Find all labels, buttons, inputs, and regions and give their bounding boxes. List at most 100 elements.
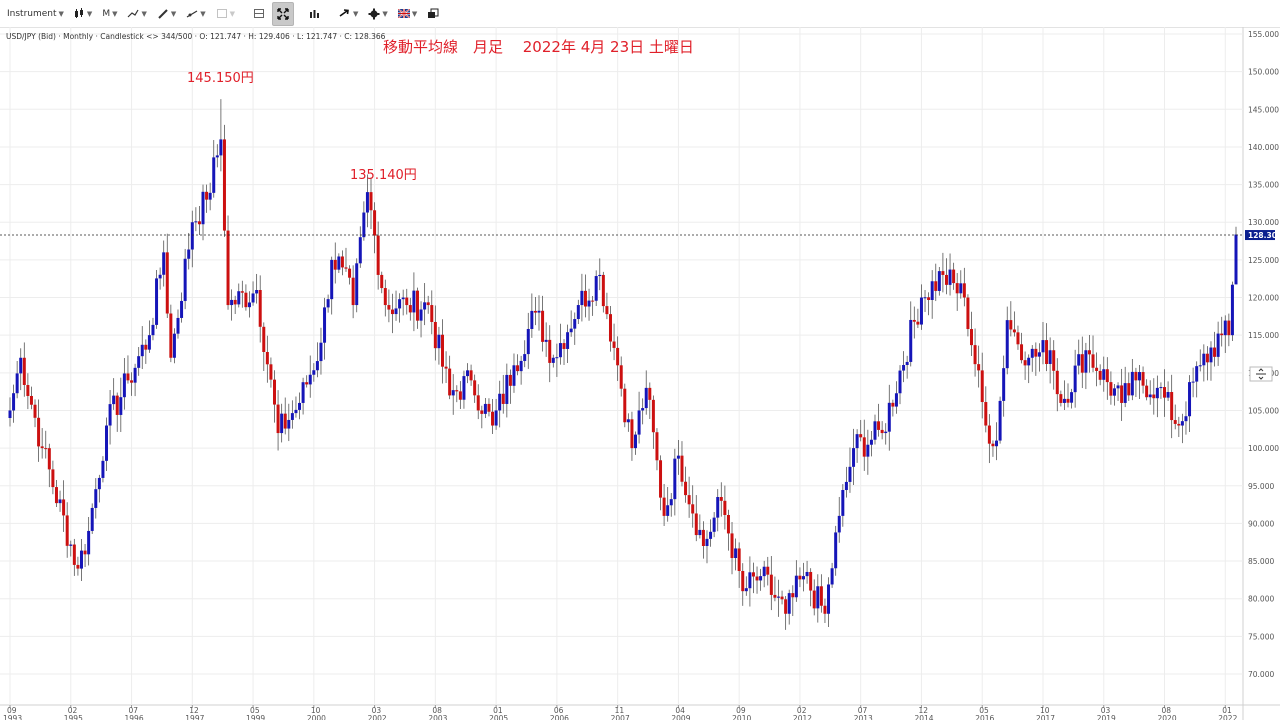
candle-body — [573, 319, 577, 329]
candle-body — [619, 365, 623, 389]
candle-body — [755, 576, 759, 581]
candle — [1223, 315, 1227, 353]
candle — [984, 386, 988, 433]
candle — [644, 370, 648, 415]
candle — [62, 480, 66, 532]
candle — [794, 560, 798, 602]
candle-body — [655, 432, 659, 461]
candle — [898, 365, 902, 405]
candle — [1188, 375, 1192, 433]
trade-button[interactable]: ▼ — [336, 3, 361, 25]
indicator-button[interactable]: ▼ — [124, 3, 149, 25]
candle — [948, 253, 952, 296]
candle-body — [852, 448, 856, 467]
candle-body — [176, 317, 180, 334]
x-tick-year: 2010 — [732, 714, 751, 720]
candle-body — [987, 425, 991, 444]
tools-button[interactable]: ▼ — [183, 3, 208, 25]
candle-body — [47, 448, 51, 470]
layout-button[interactable] — [250, 3, 268, 25]
candle-body — [119, 397, 123, 415]
bars-icon — [310, 10, 320, 18]
candle-body — [187, 249, 191, 259]
candle-body — [172, 333, 176, 358]
candle-body — [709, 531, 713, 539]
candle-body — [626, 419, 630, 423]
settings-button[interactable]: ▼ — [365, 3, 390, 25]
candle — [380, 271, 384, 294]
chart-type-button[interactable]: ▼ — [71, 3, 95, 25]
candle-body — [551, 357, 555, 363]
layout-icon — [254, 9, 265, 18]
candle — [866, 429, 870, 475]
candle — [859, 419, 863, 442]
info-close: C: 128.366 — [344, 32, 385, 41]
candle-body — [51, 469, 55, 488]
candle-body — [408, 305, 412, 313]
candle — [315, 342, 319, 378]
candle — [694, 495, 698, 542]
candle-body — [212, 157, 216, 193]
candle-body — [169, 313, 173, 358]
candle-body — [440, 334, 444, 367]
candle — [626, 413, 630, 432]
line-tool-icon — [128, 9, 139, 18]
box-button[interactable]: ▼ — [213, 3, 238, 25]
candle — [65, 502, 69, 558]
price-axis-handle[interactable] — [1249, 366, 1273, 382]
candle — [440, 319, 444, 384]
draw-button[interactable]: ▼ — [154, 3, 179, 25]
rectangle-icon — [216, 9, 227, 18]
candle-body — [40, 446, 44, 449]
candle-body — [1016, 332, 1020, 345]
candle-body — [1066, 398, 1070, 403]
candle — [616, 336, 620, 381]
candle-body — [473, 380, 477, 396]
candle-body — [1045, 340, 1049, 364]
candle — [676, 439, 680, 475]
candle — [1163, 369, 1167, 417]
instrument-dropdown[interactable]: Instrument ▼ — [4, 3, 67, 25]
candle — [469, 364, 473, 386]
candle — [912, 306, 916, 339]
candle-body — [301, 382, 305, 403]
candle-body — [62, 499, 66, 516]
candle-body — [848, 466, 852, 482]
period-dropdown[interactable]: M ▼ — [99, 3, 120, 25]
candle-body — [76, 564, 80, 569]
candle — [880, 421, 884, 440]
candle-body — [69, 544, 73, 546]
candle — [930, 270, 934, 319]
candle — [105, 417, 109, 472]
candle — [687, 476, 691, 518]
language-button[interactable]: ▼ — [395, 3, 420, 25]
volume-button[interactable] — [306, 3, 324, 25]
candle-body — [376, 235, 380, 275]
candle — [762, 560, 766, 588]
candle — [1170, 374, 1174, 439]
x-tick-month: 10 — [311, 706, 321, 715]
candle-body — [716, 497, 720, 518]
candle-body — [340, 256, 344, 268]
candle — [176, 309, 180, 339]
candle — [941, 252, 945, 293]
x-tick-year: 2016 — [975, 714, 994, 720]
fullscreen-button[interactable] — [272, 1, 295, 26]
candle — [122, 358, 126, 410]
candle — [444, 351, 448, 383]
snapshot-button[interactable] — [424, 3, 442, 25]
candlestick-chart[interactable]: 155.000 150.000 145.000 140.000 135.000 130.0… — [0, 27, 1280, 720]
candle-body — [8, 410, 12, 418]
candle-body — [115, 395, 119, 415]
chevron-down-icon: ▼ — [200, 9, 206, 18]
y-tick-label: 115.000 — [1248, 331, 1279, 340]
candle — [558, 323, 562, 365]
candle-body — [637, 410, 641, 435]
candle — [1052, 340, 1056, 390]
candle — [230, 289, 234, 321]
candle — [269, 357, 273, 388]
candle-body — [1041, 340, 1045, 353]
candle-body — [1173, 420, 1177, 424]
candle-body — [112, 395, 116, 405]
x-tick-year: 2013 — [854, 714, 873, 720]
